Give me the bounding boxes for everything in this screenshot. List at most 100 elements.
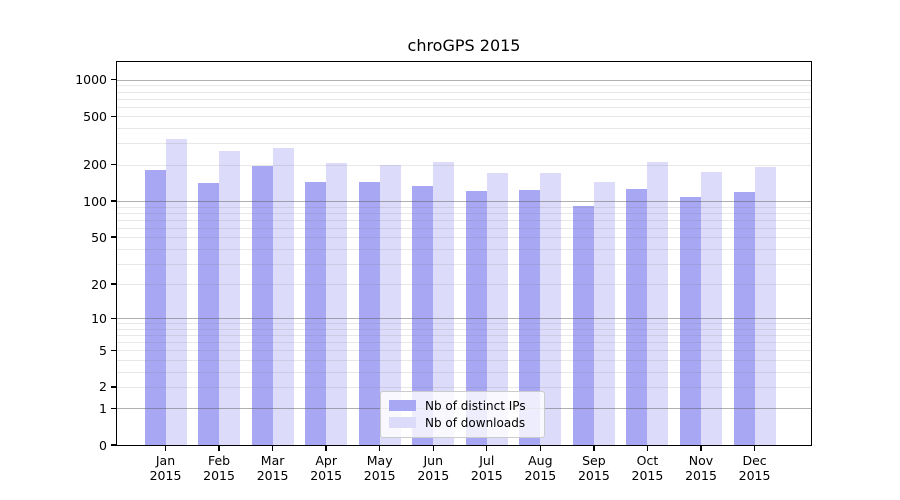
month-label: Nov <box>688 453 714 468</box>
x-tick-label: Jan 2015 <box>134 453 198 483</box>
bar-distinct-ips <box>680 196 701 445</box>
x-tick-mark <box>646 446 649 451</box>
gridline-minor <box>117 227 811 229</box>
x-tick-label: Nov 2015 <box>669 453 733 483</box>
x-tick-mark <box>753 446 756 451</box>
legend-label-downloads: Nb of downloads <box>425 415 526 430</box>
chart-title: chroGPS 2015 <box>407 36 521 55</box>
x-tick-label: Jun 2015 <box>401 453 465 483</box>
year-label: 2015 <box>363 468 396 483</box>
gridline-minor <box>117 335 811 337</box>
gridline-minor <box>117 359 811 361</box>
gridline-minor <box>117 350 811 352</box>
gridline-minor <box>117 106 811 108</box>
y-tick-mark <box>111 115 116 118</box>
y-tick-label: 1000 <box>75 72 107 88</box>
gridline-minor <box>117 371 811 373</box>
year-label: 2015 <box>256 468 289 483</box>
month-label: Apr <box>315 453 337 468</box>
bar-downloads <box>379 164 401 445</box>
gridline-minor <box>117 386 811 388</box>
y-tick-mark <box>111 79 116 81</box>
bar-downloads <box>540 173 562 445</box>
gridline-major <box>117 201 811 202</box>
year-label: 2015 <box>577 468 610 483</box>
gridline-minor <box>117 164 811 166</box>
month-label: Jun <box>423 453 444 468</box>
x-tick-mark <box>432 446 434 451</box>
bar-downloads <box>486 172 508 445</box>
legend-item-distinct-ips: Nb of distinct IPs <box>389 397 536 414</box>
bar-distinct-ips <box>465 191 487 445</box>
legend-item-downloads: Nb of downloads <box>389 414 536 431</box>
y-tick-label: 0 <box>99 437 107 453</box>
bar-distinct-ips <box>733 191 755 445</box>
x-tick-mark <box>379 446 381 451</box>
legend-label-distinct-ips: Nb of distinct IPs <box>425 398 526 413</box>
y-tick-mark <box>111 200 116 202</box>
x-tick-label: Oct 2015 <box>615 453 679 483</box>
x-tick-label: Apr 2015 <box>294 453 358 483</box>
gridline-minor <box>117 212 811 214</box>
gridline-minor <box>117 116 811 118</box>
y-tick-mark <box>111 283 116 285</box>
year-label: 2015 <box>738 468 771 483</box>
gridline-major <box>117 318 811 320</box>
legend-swatch-downloads <box>389 417 416 428</box>
y-tick-label: 5 <box>99 342 107 358</box>
x-tick-mark <box>539 446 542 451</box>
gridline-minor <box>117 237 811 239</box>
y-tick-label: 200 <box>83 157 107 173</box>
bar-distinct-ips <box>144 169 166 445</box>
y-tick-label: 20 <box>91 276 107 292</box>
bar-distinct-ips <box>251 165 273 445</box>
bar-distinct-ips <box>626 188 648 445</box>
bar-distinct-ips <box>519 190 541 445</box>
gridline-minor <box>117 248 811 250</box>
x-tick-label: Mar 2015 <box>241 453 305 483</box>
month-label: Oct <box>636 453 659 468</box>
x-tick-mark <box>700 446 702 451</box>
y-tick-mark <box>111 349 116 351</box>
year-label: 2015 <box>524 468 557 483</box>
bar-downloads <box>219 151 241 445</box>
bar-distinct-ips <box>412 185 434 445</box>
legend-swatch-distinct-ips <box>389 400 416 411</box>
gridline-minor <box>117 342 811 344</box>
month-label: Jan <box>155 453 176 468</box>
gridline-minor <box>117 323 811 325</box>
y-tick-label: 2 <box>99 379 107 395</box>
bar-distinct-ips <box>305 182 327 445</box>
year-label: 2015 <box>631 468 664 483</box>
year-label: 2015 <box>470 468 503 483</box>
month-label: Jul <box>479 453 495 468</box>
bar-downloads <box>165 138 187 445</box>
gridline-minor <box>117 328 811 330</box>
gridline-minor <box>117 91 811 93</box>
bar-distinct-ips <box>198 183 220 445</box>
month-label: Mar <box>260 453 285 468</box>
bar-downloads <box>593 181 615 445</box>
bar-downloads <box>647 161 669 445</box>
x-tick-label: Jul 2015 <box>455 453 519 483</box>
x-tick-mark <box>486 446 488 451</box>
y-tick-label: 1 <box>99 400 107 416</box>
month-label: May <box>366 453 393 468</box>
gridline-minor <box>117 219 811 221</box>
month-label: Dec <box>742 453 767 468</box>
gridline-minor <box>117 85 811 87</box>
y-tick-label: 500 <box>83 108 107 124</box>
y-tick-label: 50 <box>91 229 107 245</box>
month-label: Aug <box>528 453 553 468</box>
bar-downloads <box>701 171 722 445</box>
bar-downloads <box>272 147 294 445</box>
x-tick-mark <box>593 446 595 451</box>
legend: Nb of distinct IPs Nb of downloads <box>380 391 545 438</box>
gridline-minor <box>117 263 811 265</box>
bar-downloads <box>433 161 455 445</box>
y-tick-label: 10 <box>91 310 107 326</box>
bar-downloads <box>754 166 776 445</box>
y-tick-mark <box>111 407 116 410</box>
bar-downloads <box>326 162 348 445</box>
